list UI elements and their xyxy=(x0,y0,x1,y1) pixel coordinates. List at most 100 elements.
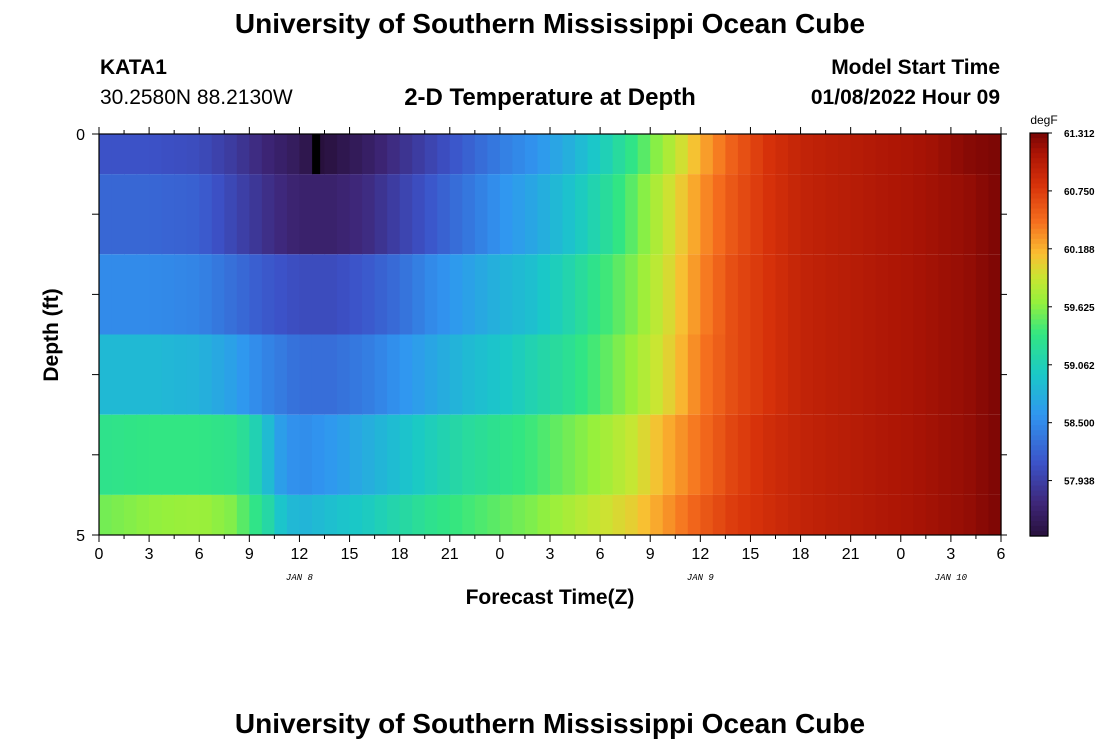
heatmap-cell xyxy=(612,134,626,175)
heatmap-cell xyxy=(650,494,664,535)
heatmap-cell xyxy=(675,414,689,495)
heatmap-cell xyxy=(637,334,651,415)
colorbar-segment xyxy=(1030,480,1048,487)
x-tick-label: 21 xyxy=(441,546,459,563)
colorbar-segment xyxy=(1030,500,1048,507)
heatmap-cell xyxy=(311,174,326,255)
heatmap-cell xyxy=(136,174,150,255)
heatmap-cell xyxy=(675,494,689,535)
heatmap-cell xyxy=(186,334,200,415)
x-tick-label: 0 xyxy=(495,546,504,563)
heatmap-cell xyxy=(913,134,927,175)
heatmap-cell xyxy=(149,174,163,255)
colorbar-frame xyxy=(1029,132,1049,537)
chart-subtitle: 2-D Temperature at Depth xyxy=(404,84,696,111)
heatmap-cell xyxy=(788,494,802,535)
heatmap-cell xyxy=(449,494,463,535)
heatmap-cell xyxy=(825,414,839,495)
heatmap-cell xyxy=(662,174,676,255)
colorbar-segment xyxy=(1030,289,1048,295)
heatmap-cell xyxy=(211,494,225,535)
heatmap-cell xyxy=(286,414,301,495)
heatmap-cell xyxy=(124,494,138,535)
heatmap-cell xyxy=(487,254,501,335)
heatmap-cell xyxy=(261,334,275,415)
axis-ticks: 0 3 6 9 12 15 18 21 0 3 6 9 12 15 18 21 0 3 6 JAN 8 JAN 9 JAN… xyxy=(76,127,1007,583)
heatmap-cell xyxy=(99,414,113,495)
heatmap-cell xyxy=(324,334,338,415)
heatmap-cell xyxy=(687,134,701,175)
heatmap-cell xyxy=(813,494,827,535)
heatmap-cell xyxy=(600,494,614,535)
heatmap-cell xyxy=(813,174,827,255)
heatmap-cell xyxy=(524,494,539,535)
heatmap-cell xyxy=(324,414,338,495)
colorbar-segment xyxy=(1030,274,1048,280)
heatmap-cell xyxy=(600,334,614,415)
colorbar-segment xyxy=(1030,168,1048,174)
heatmap-cell xyxy=(838,494,852,535)
colorbar-segment xyxy=(1030,329,1048,336)
colorbar-segment xyxy=(1030,158,1048,164)
colorbar-segment xyxy=(1030,309,1048,315)
heatmap-cell xyxy=(775,334,789,415)
colorbar-segment xyxy=(1030,405,1048,411)
heatmap-cell xyxy=(249,334,263,415)
heatmap-cell xyxy=(286,174,301,255)
heatmap-cell xyxy=(550,494,564,535)
heatmap-cell xyxy=(875,334,889,415)
heatmap-cell xyxy=(462,334,476,415)
date-label: JAN 8 xyxy=(286,573,314,583)
heatmap-cell xyxy=(788,134,802,175)
heatmap-cell xyxy=(600,254,614,335)
heatmap-cell xyxy=(186,414,200,495)
heatmap-cell xyxy=(337,134,351,175)
x-tick-label: 6 xyxy=(596,546,605,563)
colorbar-segment xyxy=(1030,233,1048,240)
heatmap-cell xyxy=(236,174,250,255)
heatmap-cell xyxy=(337,494,351,535)
heatmap-cell xyxy=(712,174,726,255)
heatmap-cell xyxy=(174,134,188,175)
heatmap-cell xyxy=(261,254,275,335)
heatmap-cell xyxy=(625,174,639,255)
heatmap-cell xyxy=(737,414,752,495)
minimum-marker xyxy=(312,134,321,175)
heatmap-cell xyxy=(988,174,1002,255)
colorbar-segment xyxy=(1030,475,1048,482)
heatmap-cell xyxy=(149,134,163,175)
heatmap-cell xyxy=(274,134,288,175)
heatmap-cell xyxy=(838,134,852,175)
heatmap-cell xyxy=(800,254,814,335)
heatmap-cell xyxy=(349,134,363,175)
heatmap-cell xyxy=(963,334,977,415)
heatmap-cell xyxy=(424,254,438,335)
colorbar-segment xyxy=(1030,515,1048,522)
heatmap-cell xyxy=(512,334,526,415)
heatmap-cell xyxy=(499,334,514,415)
colorbar-segment xyxy=(1030,354,1048,361)
heatmap-cell xyxy=(161,134,175,175)
heatmap-cell xyxy=(700,254,714,335)
heatmap-cell xyxy=(437,174,451,255)
heatmap-cell xyxy=(850,254,864,335)
heatmap-cell xyxy=(161,174,175,255)
heatmap-cell xyxy=(374,134,388,175)
heatmap-cell xyxy=(925,494,939,535)
colorbar-segment xyxy=(1030,425,1048,431)
heatmap-cell xyxy=(462,414,476,495)
heatmap-cell xyxy=(900,134,914,175)
heatmap-cell xyxy=(863,254,877,335)
heatmap-cell xyxy=(825,174,839,255)
heatmap-cell xyxy=(788,334,802,415)
heatmap-cell xyxy=(800,414,814,495)
heatmap-cell xyxy=(399,174,413,255)
heatmap-cell xyxy=(650,334,664,415)
heatmap-cell xyxy=(424,334,438,415)
heatmap-cell xyxy=(700,334,714,415)
heatmap-cell xyxy=(650,174,664,255)
heatmap-cell xyxy=(700,134,714,175)
heatmap-cell xyxy=(224,134,238,175)
colorbar-segment xyxy=(1030,193,1048,200)
heatmap-cell xyxy=(399,414,413,495)
